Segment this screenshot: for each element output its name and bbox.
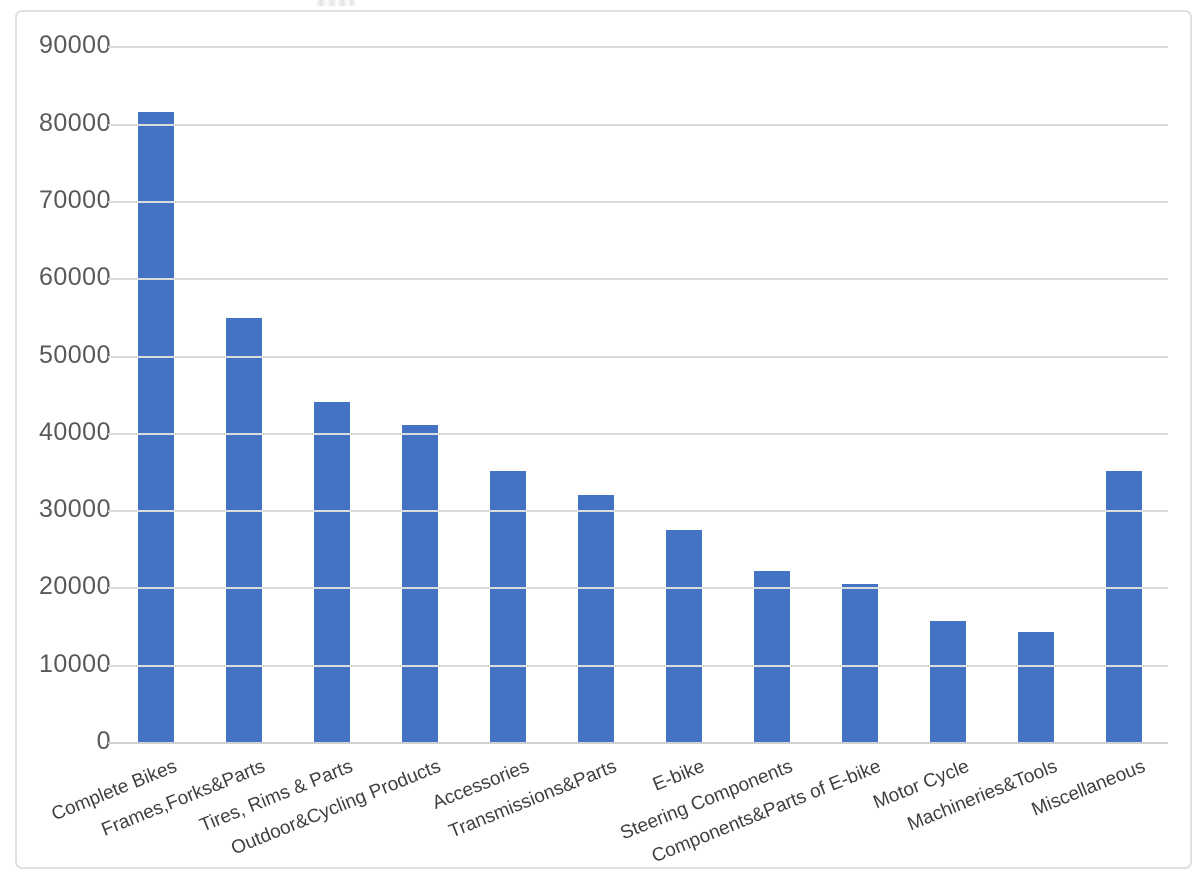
x-axis-line: [108, 742, 1168, 744]
gridline-70000: [108, 201, 1168, 203]
bar-complete-bikes: [138, 112, 174, 742]
bar-frames-forks-parts: [226, 318, 262, 742]
x-tick-label-machineries-tools: Machineries&Tools: [904, 756, 1060, 836]
gridline-30000: [108, 510, 1168, 512]
chart-frame: 0 10000 20000 30000 40000 50000 60000 70000 8000…: [15, 10, 1192, 869]
bar-accessories: [490, 471, 526, 742]
y-tick-label-20000: 20000: [38, 572, 111, 600]
bar-e-bike: [666, 530, 702, 742]
x-tick-label-e-bike: E-bike: [650, 756, 708, 796]
bar-transmissions-parts: [578, 495, 614, 742]
y-tick-label-80000: 80000: [38, 109, 111, 137]
bar-components-parts-of-e-bike: [842, 584, 878, 742]
gridline-10000: [108, 665, 1168, 667]
gridline-60000: [108, 278, 1168, 280]
y-tick-label-10000: 10000: [38, 650, 111, 678]
bar-steering-components: [754, 571, 790, 742]
y-tick-label-50000: 50000: [38, 341, 111, 369]
gridline-40000: [108, 433, 1168, 435]
gridline-80000: [108, 124, 1168, 126]
bar-tires-rims-parts: [314, 402, 350, 742]
gridline-50000: [108, 356, 1168, 358]
y-tick-label-70000: 70000: [38, 186, 111, 214]
y-tick-label-30000: 30000: [38, 495, 111, 523]
gridline-90000: [108, 46, 1168, 48]
gridline-20000: [108, 587, 1168, 589]
cropped-text-artifact: [316, 0, 356, 6]
bar-machineries-tools: [1018, 632, 1054, 742]
bar-miscellaneous: [1106, 471, 1142, 742]
y-tick-label-40000: 40000: [38, 418, 111, 446]
bar-outdoor-cycling-products: [402, 425, 438, 742]
y-tick-label-60000: 60000: [38, 263, 111, 291]
y-tick-label-90000: 90000: [38, 31, 111, 59]
y-tick-label-0: 0: [96, 727, 111, 755]
bar-motor-cycle: [930, 621, 966, 742]
